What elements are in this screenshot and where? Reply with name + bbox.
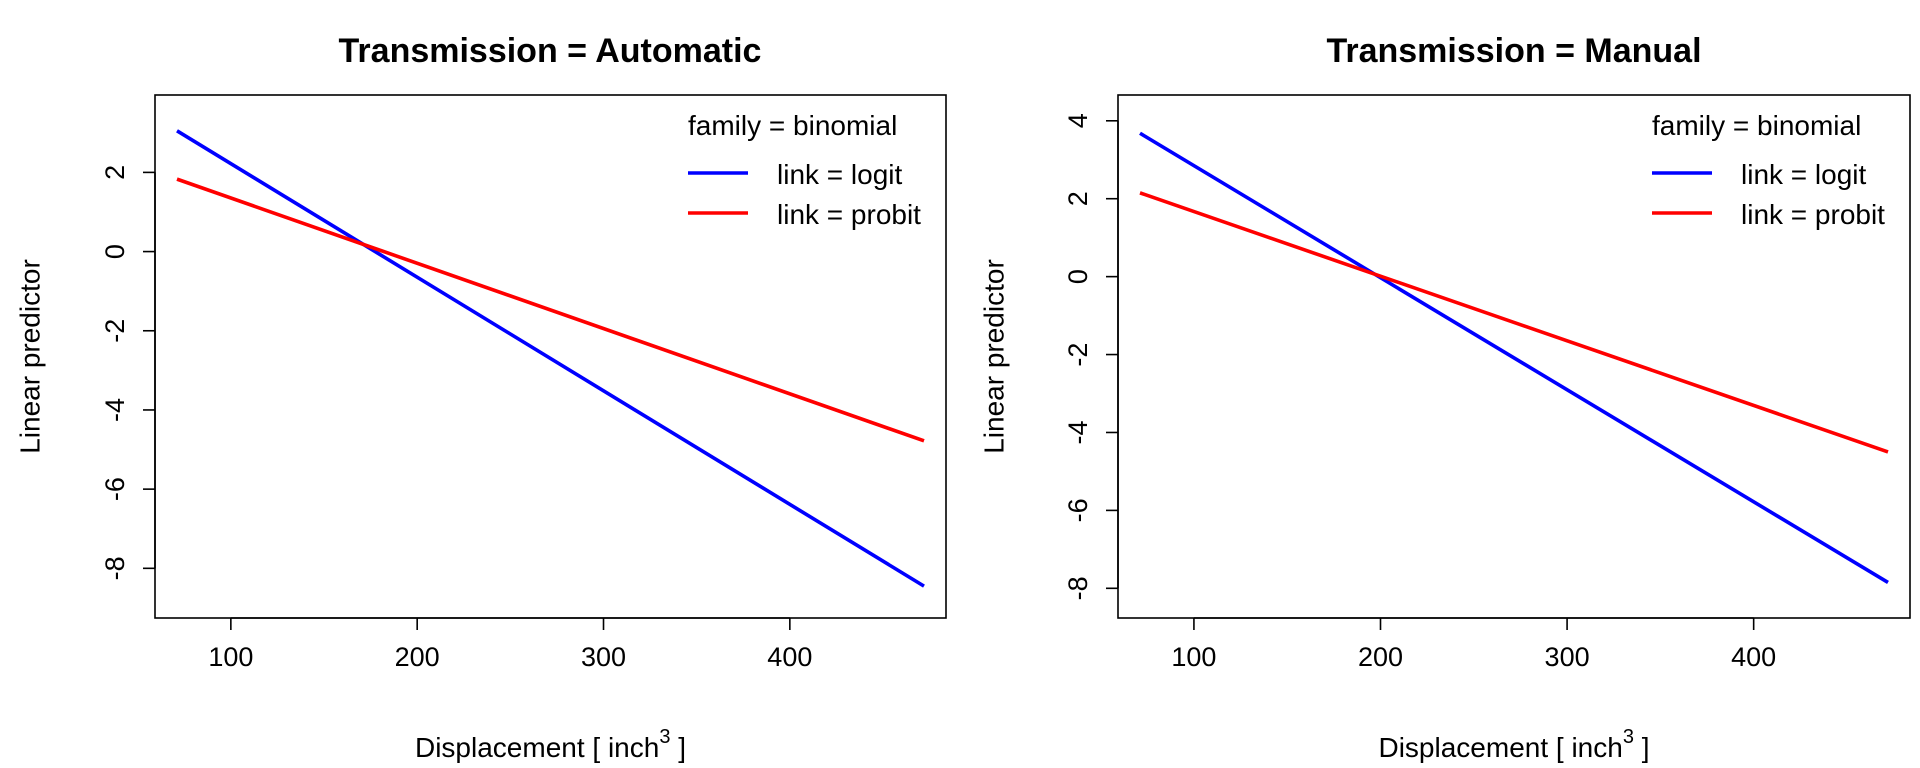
legend-label: link = logit bbox=[777, 159, 903, 190]
x-axis-label-suffix: ] bbox=[1634, 732, 1650, 763]
x-axis-label-text: Displacement [ inch bbox=[415, 732, 659, 763]
x-axis-label-superscript: 3 bbox=[1623, 726, 1634, 748]
x-axis-label: Displacement [ inch3 ] bbox=[1378, 726, 1649, 763]
x-axis-label-text: Displacement [ inch bbox=[1378, 732, 1622, 763]
x-axis-label: Displacement [ inch3 ] bbox=[415, 726, 686, 763]
series-line-logit bbox=[176, 129, 925, 588]
x-tick-label: 400 bbox=[767, 642, 812, 672]
legend-title: family = binomial bbox=[1652, 110, 1861, 141]
chart-title: Transmission = Manual bbox=[1326, 32, 1701, 70]
y-tick-label: -8 bbox=[1063, 576, 1093, 600]
y-tick-label: -8 bbox=[100, 556, 130, 580]
y-tick-label: 2 bbox=[100, 165, 130, 180]
series-line-probit bbox=[176, 177, 925, 443]
y-tick-label: 0 bbox=[100, 244, 130, 259]
legend-label: link = probit bbox=[777, 199, 921, 230]
x-tick-label: 300 bbox=[581, 642, 626, 672]
y-tick-label: 4 bbox=[1063, 113, 1093, 128]
series-line-logit bbox=[1139, 131, 1889, 585]
x-tick-label: 200 bbox=[1358, 642, 1403, 672]
legend-title: family = binomial bbox=[688, 110, 897, 141]
chart-manual: Transmission = Manual 100 200 300 400 4 2 0 -2 -4… bbox=[978, 32, 1911, 763]
x-tick-label: 100 bbox=[208, 642, 253, 672]
y-tick-label: -4 bbox=[1063, 420, 1093, 444]
y-tick-label: -2 bbox=[1063, 343, 1093, 367]
x-axis-label-suffix: ] bbox=[670, 732, 686, 763]
chart-title: Transmission = Automatic bbox=[339, 32, 762, 70]
y-tick-label: -4 bbox=[100, 398, 130, 422]
y-tick-label: 0 bbox=[1063, 269, 1093, 284]
x-tick-label: 200 bbox=[395, 642, 440, 672]
legend-label: link = logit bbox=[1741, 159, 1867, 190]
x-tick-label: 300 bbox=[1545, 642, 1590, 672]
y-tick-label: -6 bbox=[100, 477, 130, 501]
chart-automatic: Transmission = Automatic 100 200 300 400 2 0 -2… bbox=[14, 32, 947, 763]
y-tick-label: -2 bbox=[100, 319, 130, 343]
y-tick-label: -6 bbox=[1063, 498, 1093, 522]
x-tick-label: 400 bbox=[1731, 642, 1776, 672]
series-line-probit bbox=[1139, 191, 1889, 454]
y-axis-label: Linear predictor bbox=[14, 259, 45, 454]
legend-label: link = probit bbox=[1741, 199, 1885, 230]
y-axis-label: Linear predictor bbox=[978, 259, 1009, 454]
x-axis-label-superscript: 3 bbox=[659, 726, 670, 748]
x-tick-label: 100 bbox=[1171, 642, 1216, 672]
y-tick-label: 2 bbox=[1063, 191, 1093, 206]
